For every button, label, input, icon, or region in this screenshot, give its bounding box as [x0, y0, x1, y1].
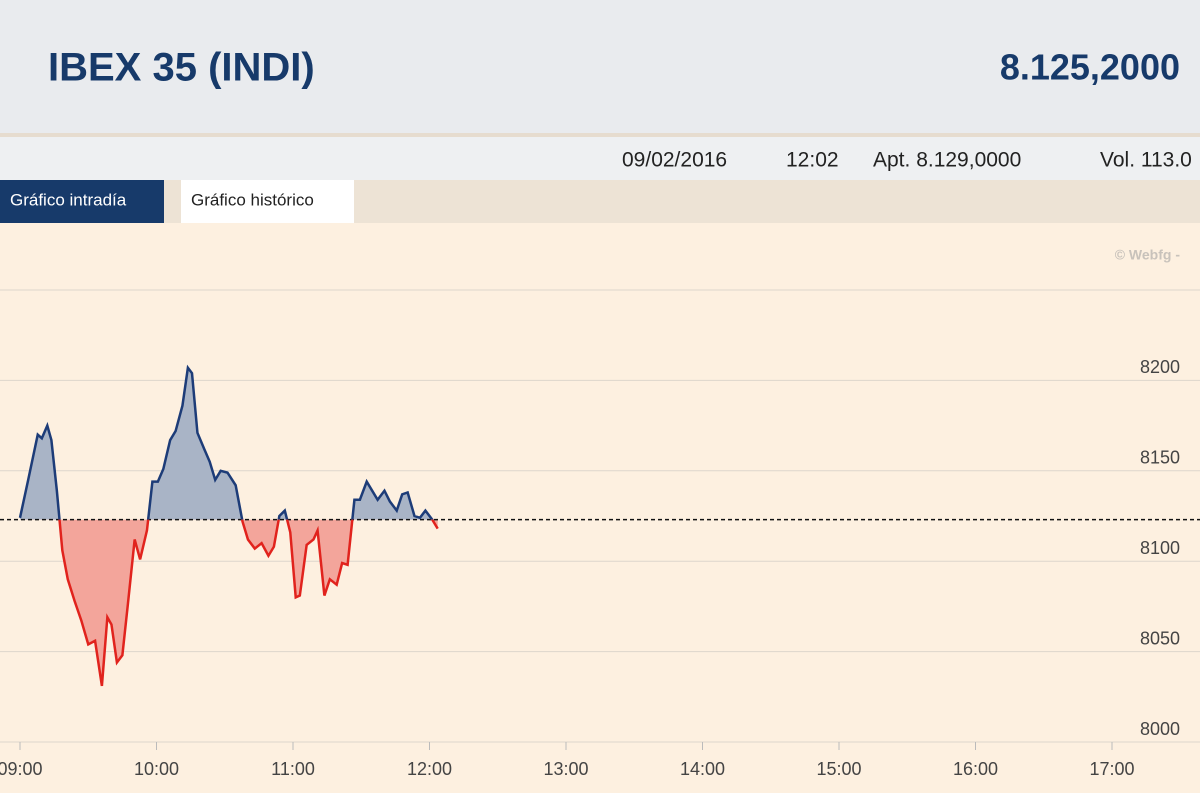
- index-title: IBEX 35 (INDI): [48, 46, 315, 90]
- info-bg: [0, 137, 1200, 180]
- header-bg: [0, 0, 1200, 133]
- x-tick-label: 14:00: [680, 759, 725, 779]
- x-tick-label: 10:00: [134, 759, 179, 779]
- info-volume: Vol. 113.0: [1100, 149, 1192, 172]
- area-down: [59, 519, 438, 686]
- line-up: [18, 364, 434, 520]
- y-tick-label: 8000: [1140, 719, 1180, 739]
- tab-active[interactable]: [0, 180, 164, 223]
- tab-label[interactable]: Gráfico histórico: [191, 190, 314, 209]
- x-tick-label: 17:00: [1089, 759, 1134, 779]
- y-tick-label: 8200: [1140, 357, 1180, 377]
- y-tick-label: 8050: [1140, 628, 1180, 648]
- y-tick-label: 8100: [1140, 538, 1180, 558]
- x-tick-label: 13:00: [543, 759, 588, 779]
- y-tick-label: 8150: [1140, 448, 1180, 468]
- header-rule: [0, 133, 1200, 137]
- index-value: 8.125,2000: [1000, 47, 1180, 88]
- watermark: © Webfg -: [1115, 247, 1181, 263]
- area-up: [20, 367, 438, 520]
- x-tick-label: 16:00: [953, 759, 998, 779]
- tab-bar: [0, 180, 1200, 223]
- info-time: 12:02: [786, 149, 839, 172]
- x-tick-label: 12:00: [407, 759, 452, 779]
- x-tick-label: 11:00: [271, 759, 315, 779]
- x-tick-label: 09:00: [0, 759, 43, 779]
- x-tick-label: 15:00: [816, 759, 861, 779]
- info-date: 09/02/2016: [622, 149, 727, 172]
- tab[interactable]: [181, 180, 354, 223]
- tab-label[interactable]: Gráfico intradía: [10, 190, 127, 209]
- info-open: Apt. 8.129,0000: [873, 149, 1021, 172]
- line-down: [58, 519, 439, 687]
